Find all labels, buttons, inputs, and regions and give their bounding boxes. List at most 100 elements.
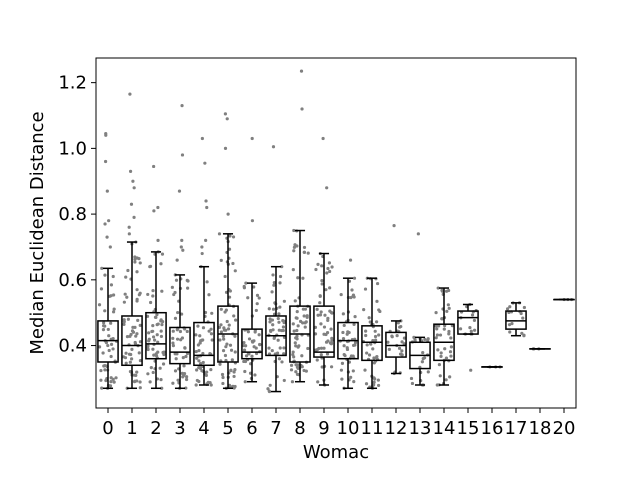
iqr-box — [361, 325, 383, 362]
swarm-point — [208, 352, 212, 356]
outlier-point — [204, 238, 208, 242]
swarm-point — [280, 265, 284, 269]
swarm-point — [135, 332, 139, 336]
swarm-point — [268, 320, 272, 324]
swarm-point — [291, 350, 295, 354]
outlier-point — [104, 131, 108, 136]
swarm-point — [420, 339, 424, 343]
swarm-point — [325, 271, 329, 275]
swarm-point — [371, 339, 375, 343]
swarm-point — [296, 324, 300, 328]
swarm-point — [447, 332, 451, 336]
outlier-point — [469, 368, 473, 372]
swarm-point — [320, 282, 324, 286]
swarm-point — [294, 370, 298, 374]
swarm-point — [185, 375, 189, 379]
swarm-point — [205, 370, 209, 374]
swarm-point — [435, 333, 440, 337]
swarm-point — [320, 279, 324, 283]
swarm-point — [170, 285, 174, 289]
swarm-point — [154, 315, 158, 319]
swarm-point — [320, 264, 324, 268]
swarm-point — [438, 333, 443, 337]
swarm-point — [282, 299, 286, 303]
swarm-point — [226, 327, 231, 331]
outlier-point — [175, 258, 179, 262]
swarm-point — [251, 340, 255, 344]
swarm-point — [446, 303, 450, 307]
swarm-point — [271, 323, 275, 327]
swarm-point — [147, 339, 151, 343]
swarm-point — [232, 374, 236, 379]
swarm-point — [353, 340, 358, 345]
swarm-point — [458, 327, 463, 331]
swarm-point — [315, 307, 319, 311]
outlier-point — [200, 136, 204, 141]
swarm-point — [372, 361, 376, 365]
swarm-point — [363, 368, 367, 372]
swarm-point — [124, 351, 128, 355]
swarm-point — [340, 377, 344, 381]
outlier-point — [181, 248, 185, 252]
swarm-point — [209, 327, 213, 331]
swarm-point — [364, 382, 369, 386]
swarm-point — [372, 380, 376, 384]
outlier-point — [132, 215, 136, 219]
swarm-point — [138, 386, 142, 390]
swarm-point — [171, 341, 175, 345]
outlier-point — [132, 186, 136, 190]
swarm-point — [315, 347, 320, 352]
swarm-point — [304, 320, 308, 324]
swarm-point — [448, 350, 453, 354]
swarm-point — [318, 313, 323, 317]
swarm-point — [145, 314, 150, 318]
swarm-point — [302, 245, 307, 250]
x-tick-label: 2 — [150, 418, 161, 439]
swarm-point — [402, 336, 407, 340]
swarm-point — [112, 307, 116, 311]
swarm-point — [447, 288, 451, 293]
swarm-point — [252, 285, 256, 289]
swarm-point — [135, 370, 139, 374]
swarm-point — [289, 363, 294, 367]
swarm-point — [328, 269, 332, 274]
swarm-point — [201, 351, 205, 356]
swarm-point — [339, 368, 344, 372]
swarm-point — [306, 251, 310, 255]
swarm-point — [434, 336, 438, 340]
swarm-point — [377, 333, 381, 337]
outlier-point — [107, 219, 111, 223]
swarm-point — [352, 276, 357, 280]
swarm-point — [278, 281, 282, 285]
swarm-point — [371, 347, 375, 351]
swarm-point — [227, 295, 232, 299]
swarm-point — [219, 323, 223, 327]
swarm-point — [151, 324, 155, 328]
swarm-point — [365, 351, 369, 355]
swarm-point — [135, 379, 139, 383]
swarm-point — [183, 346, 187, 350]
swarm-point — [196, 324, 200, 328]
swarm-point — [346, 330, 350, 334]
swarm-point — [277, 320, 281, 324]
outlier-point — [103, 222, 107, 226]
swarm-point — [437, 363, 442, 367]
swarm-point — [155, 323, 159, 327]
swarm-point — [173, 352, 177, 356]
swarm-point — [250, 354, 254, 358]
plot-frame — [95, 57, 577, 409]
outlier-point — [152, 164, 156, 169]
swarm-point — [242, 284, 246, 289]
swarm-point — [269, 328, 273, 333]
swarm-point — [290, 380, 295, 384]
outlier-point — [416, 232, 420, 236]
swarm-point — [345, 346, 349, 350]
swarm-point — [343, 354, 347, 358]
swarm-point — [316, 313, 320, 317]
box-14 — [433, 287, 455, 386]
swarm-point — [247, 337, 252, 341]
outlier-point — [127, 225, 131, 229]
swarm-point — [175, 337, 180, 341]
swarm-point — [257, 333, 261, 337]
